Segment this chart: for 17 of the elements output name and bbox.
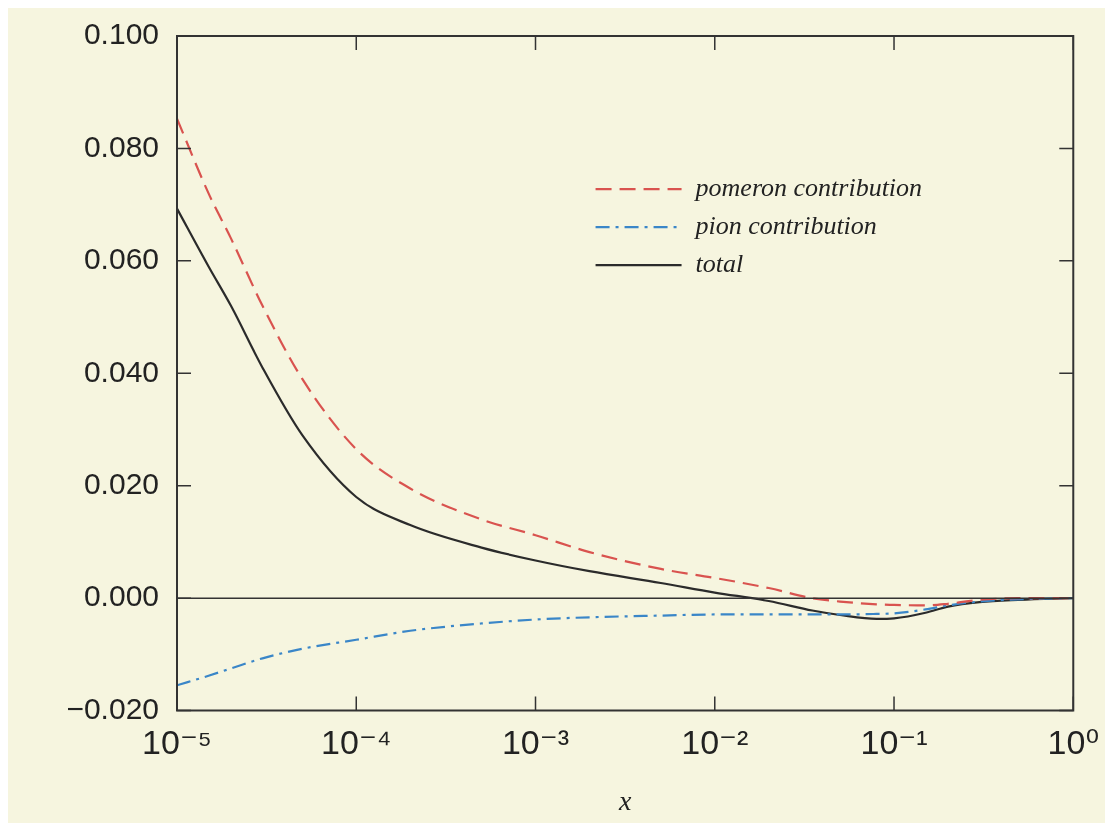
x-tick-label: 10⁰: [1047, 723, 1099, 762]
x-axis-title: x: [617, 784, 632, 816]
x-tick-label: 10⁻¹: [860, 723, 928, 762]
x-tick-label: 10⁻³: [501, 723, 570, 762]
x-tick-label: 10⁻²: [681, 723, 749, 762]
y-tick-label: 0.060: [83, 242, 159, 276]
x-tick-label: 10⁻⁵: [142, 723, 212, 762]
y-tick-label: −0.020: [66, 691, 159, 725]
y-tick-label: 0.100: [83, 17, 159, 51]
legend-label: pomeron contribution: [693, 172, 923, 202]
y-tick-label: 0.080: [83, 129, 159, 163]
legend-label: pion contribution: [693, 210, 877, 240]
legend-label: total: [695, 248, 744, 278]
y-tick-label: 0.020: [83, 467, 159, 500]
y-tick-label: 0.000: [83, 579, 159, 613]
x-tick-label: 10⁻⁴: [321, 723, 392, 762]
y-tick-label: 0.040: [83, 354, 159, 388]
